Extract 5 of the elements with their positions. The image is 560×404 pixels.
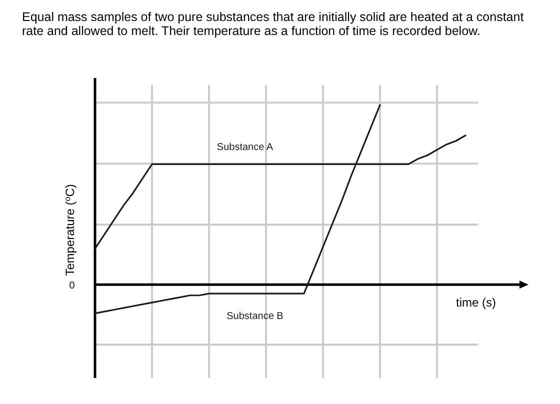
chart-title: Equal mass samples of two pure substances that are initially solid are heated at a constant rate and allowed to melt. Their temperature as a function of time is recorded below. [22, 10, 525, 38]
x-axis-title: time (s) [456, 296, 496, 310]
series-label: Substance A [216, 142, 274, 153]
series-label: Substance B [226, 311, 284, 322]
text: 0 [69, 280, 76, 292]
